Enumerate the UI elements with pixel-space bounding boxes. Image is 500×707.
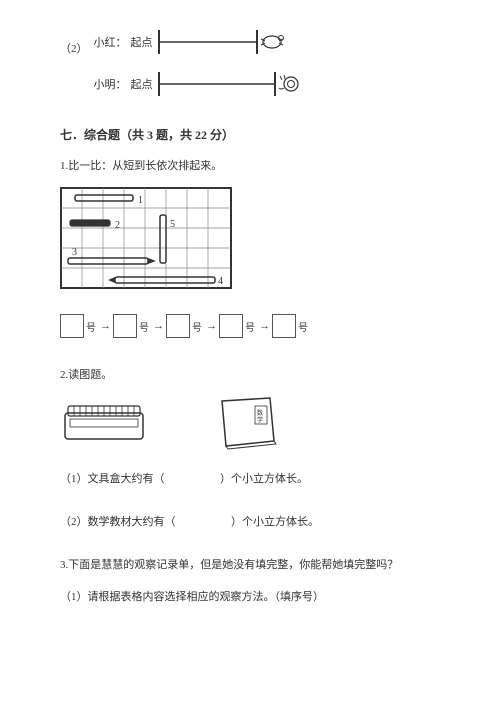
- q3-text: 3.下面是慧慧的观察记录单，但是她没有填完整，你能帮她填完整吗？: [60, 556, 445, 572]
- svg-text:4: 4: [218, 276, 223, 287]
- hao-1: 号: [86, 319, 96, 334]
- q2-sub1b: ）个小立方体长。: [220, 473, 308, 485]
- section-title: 七．综合题（共 3 题，共 22 分）: [60, 126, 445, 143]
- top-diagram: （2） 小红： 起点 小明： 起点: [60, 30, 445, 96]
- answer-box-3[interactable]: [166, 314, 190, 338]
- svg-text:3: 3: [72, 247, 77, 258]
- arrow-4: →: [259, 320, 270, 332]
- race-line-2: 小明： 起点: [94, 72, 307, 96]
- hao-5: 号: [298, 319, 308, 334]
- arrow-3: →: [206, 320, 217, 332]
- q2-sub2a: （2）数学教材大约有（: [60, 516, 176, 528]
- svg-text:数: 数: [257, 409, 263, 417]
- q2-sub1a: （1）文具盒大约有（: [60, 473, 165, 485]
- pencil-box-icon: [60, 401, 150, 446]
- hao-3: 号: [192, 319, 202, 334]
- svg-text:1: 1: [138, 195, 143, 206]
- answer-box-chain: 号 → 号 → 号 → 号 → 号: [60, 314, 445, 338]
- q2-images: 数 学: [60, 396, 445, 451]
- race-lines: 小红： 起点 小明： 起点: [94, 30, 307, 96]
- book-icon: 数 学: [210, 396, 280, 451]
- arrow-1: →: [100, 320, 111, 332]
- q2-sub1: （1）文具盒大约有（ ）个小立方体长。: [60, 471, 445, 488]
- svg-text:学: 学: [257, 416, 263, 424]
- q2-sub2: （2）数学教材大约有（ ）个小立方体长。: [60, 514, 445, 531]
- name-1: 小红：: [94, 34, 127, 50]
- q3-sub1: （1）请根据表格内容选择相应的观察方法。（填序号）: [60, 588, 445, 604]
- q2-text: 2.读图题。: [60, 366, 445, 382]
- hao-2: 号: [139, 319, 149, 334]
- answer-box-5[interactable]: [272, 314, 296, 338]
- name-2: 小明：: [94, 76, 127, 92]
- answer-box-2[interactable]: [113, 314, 137, 338]
- answer-box-4[interactable]: [219, 314, 243, 338]
- race-svg-1: [157, 30, 297, 54]
- answer-box-1[interactable]: [60, 314, 84, 338]
- svg-text:5: 5: [170, 219, 175, 230]
- q2-number: （2）: [60, 40, 88, 56]
- q2-sub2b: ）个小立方体长。: [231, 516, 319, 528]
- race-line-1: 小红： 起点: [94, 30, 307, 54]
- q1-grid-image: 1 2 5 3 4: [60, 187, 445, 300]
- q1-text: 1.比一比：从短到长依次排起来。: [60, 157, 445, 173]
- arrow-2: →: [153, 320, 164, 332]
- svg-text:2: 2: [115, 220, 120, 231]
- start-label-2: 起点: [131, 76, 153, 92]
- hao-4: 号: [245, 319, 255, 334]
- start-label-1: 起点: [131, 34, 153, 50]
- race-svg-2: [157, 72, 307, 96]
